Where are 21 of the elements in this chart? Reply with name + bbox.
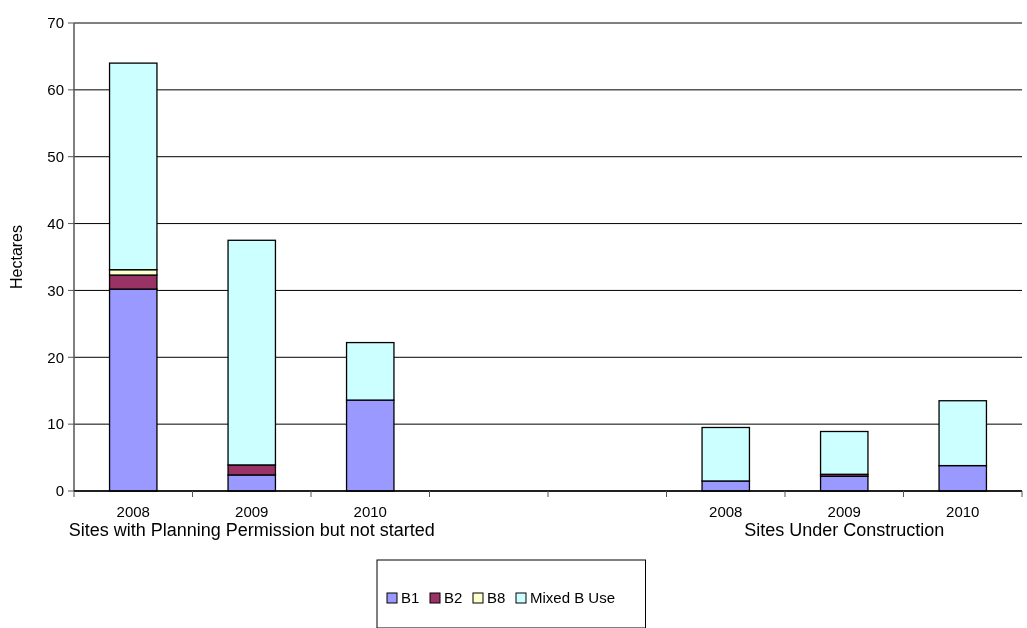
x-tick-label: 2010 [946, 503, 980, 520]
legend-label: B8 [487, 589, 506, 607]
legend-label: B1 [401, 589, 420, 607]
x-tick-label: 2010 [353, 503, 387, 520]
y-tick-label: 70 [47, 14, 64, 32]
text: Sites Under Construction [744, 520, 945, 540]
x-tick-label: 2008 [116, 503, 150, 520]
x-tick-label: 2009 [827, 503, 861, 520]
legend-label: B2 [444, 589, 463, 607]
y-tick-label: 40 [47, 214, 64, 232]
y-axis-title: Hectares [8, 224, 25, 290]
text: Sites with Planning Permission but not started [68, 520, 435, 540]
y-tick-label: 60 [47, 81, 64, 99]
x-tick-label: 2009 [235, 503, 269, 520]
y-tick-label: 10 [47, 415, 64, 433]
legend-label: Mixed B Use [530, 589, 616, 607]
y-tick-label: 0 [55, 482, 64, 500]
x-tick-label: 2008 [709, 503, 743, 520]
y-tick-label: 50 [47, 147, 64, 165]
y-tick-label: 30 [47, 281, 64, 299]
y-tick-label: 20 [47, 348, 64, 366]
